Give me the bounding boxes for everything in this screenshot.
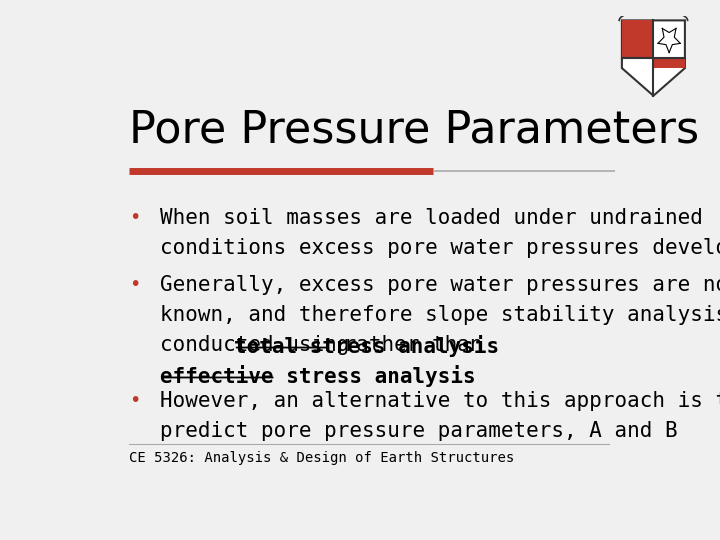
Text: effective stress analysis: effective stress analysis (160, 364, 475, 387)
Text: known, and therefore slope stability analysis is: known, and therefore slope stability ana… (160, 305, 720, 325)
Text: conditions excess pore water pressures develop: conditions excess pore water pressures d… (160, 238, 720, 258)
Text: CE 5326: Analysis & Design of Earth Structures: CE 5326: Analysis & Design of Earth Stru… (129, 451, 514, 464)
Polygon shape (622, 21, 654, 58)
Text: When soil masses are loaded under undrained: When soil masses are loaded under undrai… (160, 208, 703, 228)
Polygon shape (622, 21, 685, 96)
Text: predict pore pressure parameters, A and B: predict pore pressure parameters, A and … (160, 421, 678, 441)
Text: Generally, excess pore water pressures are not: Generally, excess pore water pressures a… (160, 275, 720, 295)
Polygon shape (654, 58, 685, 68)
Text: rather than: rather than (331, 335, 482, 355)
Text: Pore Pressure Parameters: Pore Pressure Parameters (129, 109, 699, 151)
Text: total stress analysis: total stress analysis (234, 335, 499, 356)
Text: conducted using: conducted using (160, 335, 361, 355)
Text: •: • (129, 208, 140, 227)
Text: •: • (129, 391, 140, 410)
Text: However, an alternative to this approach is to: However, an alternative to this approach… (160, 391, 720, 411)
Text: •: • (129, 275, 140, 294)
